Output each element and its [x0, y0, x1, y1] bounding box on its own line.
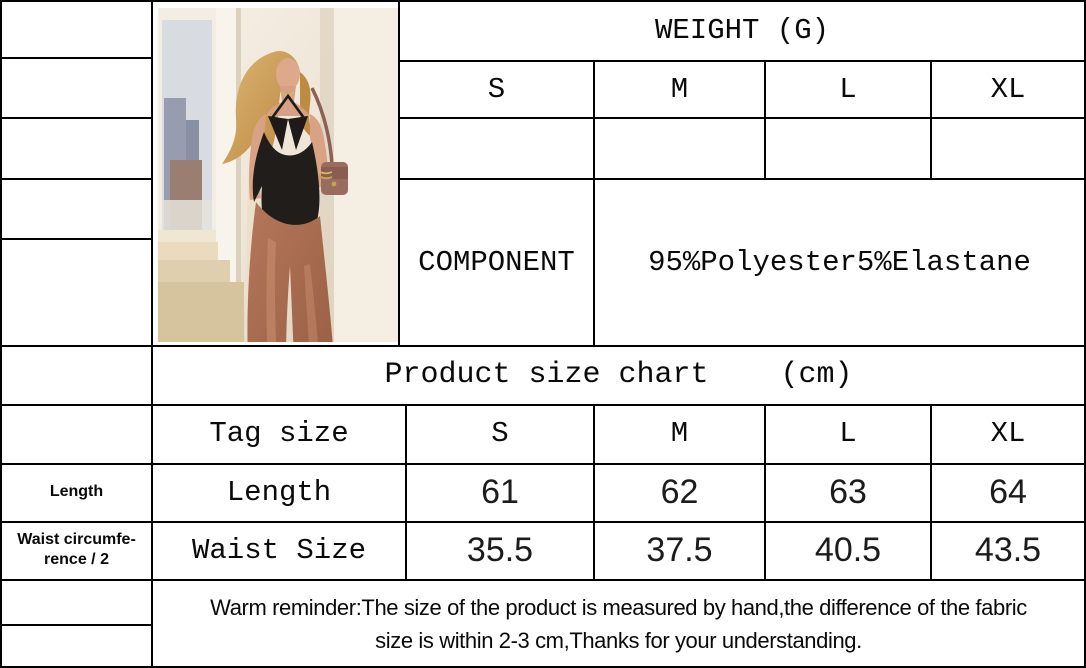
- weight-value-l: [766, 119, 930, 178]
- divider: [398, 60, 1086, 62]
- weight-col-s: S: [487, 72, 506, 106]
- size-chart-col-s: S: [491, 417, 509, 450]
- warm-reminder: Warm reminder:The size of the product is…: [153, 581, 1084, 666]
- divider: [398, 178, 1086, 180]
- weight-table-title: WEIGHT (G): [654, 13, 830, 47]
- warm-reminder-line2: size is within 2-3 cm,Thanks for your un…: [375, 627, 862, 653]
- sidebar-waist-label-line2: rence / 2: [44, 551, 109, 568]
- warm-reminder-line1: Warm reminder:The size of the product is…: [210, 594, 1027, 620]
- divider: [593, 404, 595, 581]
- weight-col-xl: XL: [990, 72, 1026, 106]
- divider: [405, 404, 407, 581]
- divider: [398, 117, 1086, 119]
- size-chart-title: Product size chart (cm): [384, 357, 853, 392]
- divider: [0, 624, 152, 626]
- divider: [0, 0, 2, 668]
- weight-value-m: [595, 119, 764, 178]
- sidebar-waist-label: Waist circumfe- rence / 2: [2, 523, 151, 577]
- divider: [0, 404, 1086, 406]
- divider: [0, 579, 1086, 581]
- sidebar-waist-label-line1: Waist circumfe-: [17, 531, 136, 548]
- waist-value-m: 37.5: [646, 530, 713, 569]
- component-value: 95%Polyester5%Elastane: [648, 246, 1031, 279]
- sidebar-length-label: Length: [49, 483, 104, 500]
- waist-value-s: 35.5: [466, 530, 534, 569]
- size-chart-col-m: M: [670, 417, 689, 450]
- length-value-l: 63: [829, 472, 867, 511]
- weight-value-s: [400, 119, 593, 178]
- length-value-xl: 64: [989, 472, 1027, 511]
- divider: [151, 0, 153, 668]
- length-row-label: Length: [226, 475, 332, 509]
- divider: [0, 463, 1086, 465]
- divider: [930, 404, 932, 581]
- product-photo: [158, 8, 398, 342]
- component-label: COMPONENT: [418, 246, 575, 279]
- divider: [1084, 0, 1086, 668]
- product-photo-illustration: [158, 8, 398, 342]
- weight-col-l: L: [839, 72, 857, 106]
- waist-value-l: 40.5: [814, 530, 882, 569]
- divider: [0, 666, 1086, 668]
- divider: [764, 404, 766, 581]
- divider: [0, 57, 152, 59]
- weight-col-m: M: [670, 72, 689, 106]
- size-chart-col-tag: Tag size: [209, 417, 349, 450]
- divider: [764, 60, 766, 180]
- divider: [0, 117, 152, 119]
- divider: [0, 0, 1086, 2]
- length-value-m: 62: [660, 472, 699, 511]
- size-chart-col-xl: XL: [990, 417, 1026, 450]
- weight-value-xl: [932, 119, 1084, 178]
- divider: [0, 238, 152, 240]
- divider: [593, 60, 595, 347]
- divider: [930, 60, 932, 180]
- divider: [398, 0, 400, 347]
- divider: [0, 521, 1086, 523]
- size-chart-col-l: L: [839, 417, 857, 450]
- waist-value-xl: 43.5: [974, 530, 1042, 569]
- length-value-s: 61: [481, 472, 519, 511]
- divider: [0, 178, 152, 180]
- divider: [0, 345, 1086, 347]
- waist-row-label: Waist Size: [191, 533, 367, 567]
